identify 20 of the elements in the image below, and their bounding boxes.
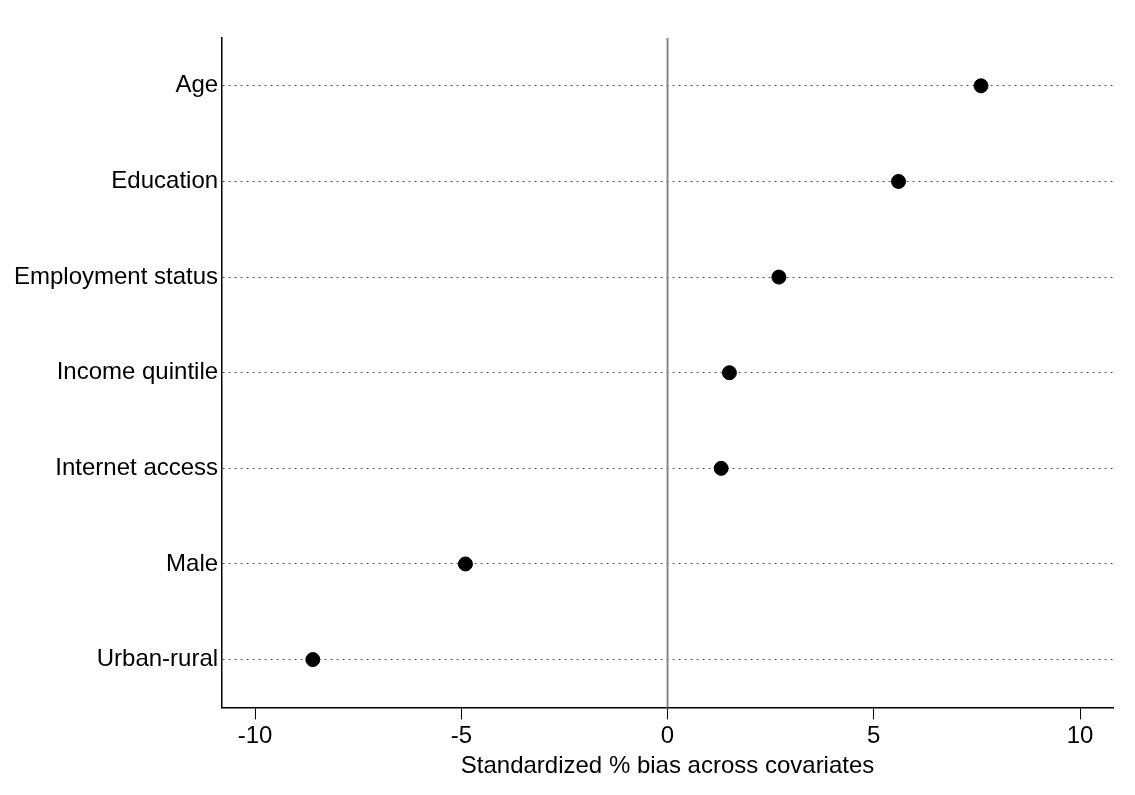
- x-tick-label: 0: [660, 721, 675, 749]
- y-tick-label: Employment status: [13, 261, 219, 289]
- point: [457, 556, 473, 572]
- x-tick-label: -5: [450, 721, 472, 749]
- y-tick-label: Income quintile: [56, 357, 219, 385]
- point: [891, 173, 907, 189]
- y-tick-label: Education: [111, 166, 219, 194]
- point: [973, 78, 989, 94]
- point: [721, 365, 737, 381]
- x-axis-title: Standardized % bias across covariates: [460, 751, 875, 779]
- y-tick-label: Urban-rural: [96, 644, 219, 672]
- x-tick-label: -10: [237, 721, 273, 749]
- point: [771, 269, 787, 285]
- x-tick-label: 10: [1066, 721, 1094, 749]
- point: [713, 460, 729, 476]
- x-tick-label: 5: [867, 721, 881, 749]
- y-tick-label: Internet access: [55, 452, 219, 480]
- point: [305, 652, 321, 668]
- y-tick-label: Male: [166, 548, 219, 576]
- y-tick-label: Age: [175, 70, 219, 98]
